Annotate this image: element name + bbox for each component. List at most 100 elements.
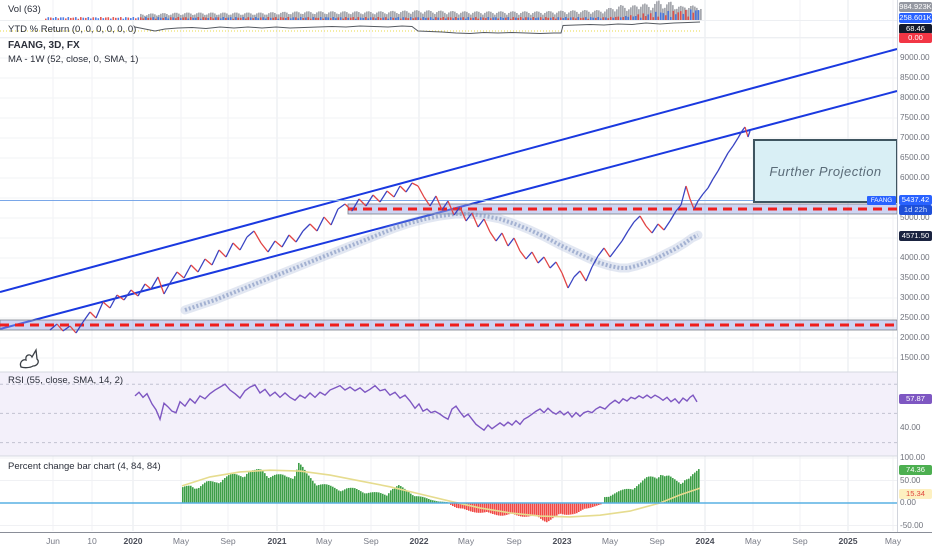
volume-colored-bar	[682, 13, 685, 20]
volume-colored-bar	[350, 17, 352, 20]
pct-change-bar	[260, 469, 262, 503]
price-series-segment	[386, 190, 395, 198]
volume-colored-bar	[185, 17, 187, 20]
volume-histogram-bar	[390, 11, 392, 20]
time-axis-tick: Sep	[649, 536, 665, 546]
volume-colored-bar	[57, 18, 60, 20]
volume-colored-bar	[55, 17, 57, 20]
price-series-segment	[663, 220, 671, 231]
pct-change-bar	[268, 477, 270, 503]
volume-histogram-bar	[372, 13, 374, 20]
volume-indicator-label[interactable]: Vol (63)	[8, 4, 41, 15]
chart-canvas[interactable]	[0, 0, 932, 532]
symbol-title[interactable]: FAANG, 3D, FX	[8, 40, 80, 51]
pct-change-bar	[422, 496, 424, 503]
price-series-segment	[316, 216, 325, 232]
volume-histogram-bar	[300, 13, 302, 20]
volume-colored-bar	[557, 17, 560, 20]
pct-change-bar	[286, 476, 288, 503]
price-series-segment	[429, 195, 437, 207]
volume-colored-bar	[342, 18, 345, 20]
volume-colored-bar	[250, 17, 252, 20]
volume-histogram-bar	[534, 11, 536, 20]
pct-change-bar	[192, 487, 194, 503]
ma-line-halo	[180, 209, 703, 315]
volume-histogram-bar	[526, 11, 528, 20]
pct-change-bar	[696, 470, 698, 503]
volume-colored-bar	[467, 17, 470, 20]
further-projection-box[interactable]: Further Projection	[753, 139, 898, 203]
pct-change-bar	[288, 477, 290, 503]
volume-histogram-bar	[684, 7, 686, 21]
price-series-segment	[453, 206, 461, 216]
price-axis[interactable]: 9500.009000.008500.008000.007500.007000.…	[897, 0, 932, 532]
price-series-segment	[744, 126, 749, 138]
pct-change-bar	[352, 487, 354, 503]
volume-colored-bar	[427, 17, 430, 20]
volume-histogram-bar	[392, 10, 394, 20]
volume-colored-bar	[612, 17, 615, 20]
rsi-indicator-label[interactable]: RSI (55, close, SMA, 14, 2)	[8, 375, 124, 386]
pct-change-bar	[392, 488, 394, 503]
volume-histogram-bar	[198, 12, 200, 20]
price-series-segment	[163, 282, 171, 295]
volume-colored-bar	[370, 17, 372, 20]
price-series-segment	[639, 215, 647, 227]
volume-colored-bar	[430, 17, 432, 20]
time-axis-tick: 2020	[123, 536, 143, 546]
pct-change-bar	[276, 474, 278, 503]
pct-change-bar	[648, 476, 650, 503]
volume-colored-bar	[662, 13, 665, 20]
price-series-segment	[246, 230, 255, 238]
volume-colored-bar	[697, 10, 700, 20]
price-series-segment	[399, 185, 407, 193]
pct-change-bar	[430, 499, 432, 503]
volume-colored-bar	[362, 17, 365, 20]
volume-colored-bar	[82, 17, 85, 20]
volume-histogram-bar	[292, 12, 294, 20]
volume-colored-bar	[672, 10, 675, 20]
volume-histogram-bar	[316, 12, 318, 20]
pct-change-bar	[426, 498, 428, 503]
price-series-segment	[675, 204, 682, 212]
volume-colored-bar	[445, 18, 447, 20]
volume-colored-bar	[607, 18, 610, 20]
doodle-drawing[interactable]	[19, 347, 39, 369]
volume-colored-bar	[330, 18, 332, 20]
volume-colored-bar	[620, 17, 622, 20]
volume-histogram-bar	[522, 11, 524, 20]
volume-colored-bar	[417, 17, 420, 20]
volume-colored-bar	[95, 17, 97, 20]
pct-change-bar	[610, 495, 612, 503]
volume-histogram-bar	[258, 12, 260, 20]
price-series-segment	[727, 145, 734, 154]
pct-change-indicator-label[interactable]: Percent change bar chart (4, 84, 84)	[8, 461, 161, 472]
price-series-segment	[669, 210, 677, 222]
pct-change-bar	[688, 478, 690, 503]
price-series-segment	[260, 242, 269, 253]
time-axis[interactable]: Jun 10 2020 May Sep 2021 May Sep 2022 May Sep 2023 M…	[0, 532, 932, 550]
volume-histogram-bar	[424, 11, 426, 20]
volume-histogram-bar	[340, 12, 342, 20]
volume-colored-bar	[550, 17, 552, 20]
ma-indicator-label[interactable]: MA - 1W (52, close, 0, SMA, 1)	[8, 54, 139, 65]
volume-colored-bar	[497, 18, 500, 20]
volume-histogram-bar	[272, 12, 274, 20]
volume-histogram-bar	[636, 6, 638, 20]
price-series-segment	[169, 271, 178, 284]
pct-change-bar	[464, 503, 466, 510]
volume-histogram-bar	[148, 14, 150, 20]
volume-histogram-bar	[580, 12, 582, 20]
pct-change-bar	[418, 496, 420, 503]
ytd-return-indicator-label[interactable]: YTD % Return (0, 0, 0, 0, 0, 0)	[8, 24, 137, 35]
volume-colored-bar	[602, 17, 605, 20]
price-series-segment	[597, 247, 605, 257]
pct-change-bar	[618, 491, 620, 503]
volume-colored-bar	[237, 17, 240, 20]
pct-change-bar	[594, 503, 596, 507]
price-axis-label: 2000.00	[900, 333, 930, 342]
price-series-segment	[95, 301, 104, 319]
volume-histogram-bar	[270, 12, 272, 20]
volume-histogram-bar	[524, 11, 526, 20]
volume-colored-bar	[117, 17, 120, 20]
